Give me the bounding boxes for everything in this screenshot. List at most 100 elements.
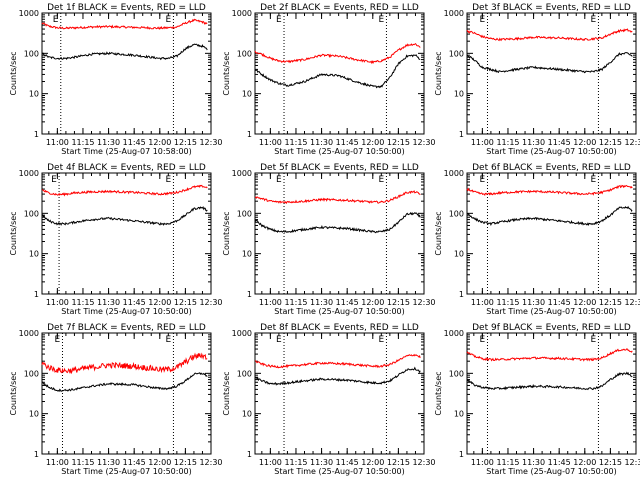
x-axis-label: Start Time (25-Aug-07 10:58:00) <box>61 147 192 156</box>
x-tick-label: 12:00 <box>361 458 384 467</box>
x-tick-label: 12:15 <box>387 298 410 307</box>
event-marker-label: E <box>51 175 57 185</box>
x-tick-label: 11:15 <box>496 458 519 467</box>
y-tick-label: 1 <box>34 290 39 299</box>
event-marker-label: E <box>378 335 384 345</box>
event-marker-label: E <box>53 15 59 25</box>
event-marker-label: E <box>276 175 282 185</box>
x-tick-label: 12:30 <box>199 298 222 307</box>
plot-frame <box>41 172 212 295</box>
x-tick-label: 11:00 <box>46 458 69 467</box>
x-tick-label: 11:30 <box>97 458 120 467</box>
y-tick-label: 100 <box>237 209 252 218</box>
y-axis-label: Counts/sec <box>434 51 443 95</box>
y-tick-label: 1000 <box>444 169 464 178</box>
series-line-events <box>466 371 633 391</box>
chart-panel-4: Det 4f BLACK = Events, RED = LLD 1 10 100 10… <box>9 163 223 316</box>
series-line-events <box>466 205 633 227</box>
x-tick-label: 11:00 <box>259 458 282 467</box>
y-tick-label: 1000 <box>232 9 252 18</box>
y-tick-label: 1000 <box>232 329 252 338</box>
chart-panel-3: Det 3f BLACK = Events, RED = LLD 1 10 100 10… <box>434 3 640 156</box>
x-tick-label: 11:30 <box>522 458 545 467</box>
x-tick-label: 12:30 <box>624 138 640 147</box>
chart-panel-2: Det 2f BLACK = Events, RED = LLD 1 10 100 10… <box>222 3 436 156</box>
x-tick-label: 12:30 <box>624 458 640 467</box>
y-tick-label: 10 <box>242 410 252 419</box>
x-tick-label: 11:15 <box>284 458 307 467</box>
event-marker-label: E <box>165 15 171 25</box>
x-tick-label: 11:45 <box>123 298 146 307</box>
x-tick-label: 11:45 <box>548 458 571 467</box>
x-tick-label: 12:15 <box>174 458 197 467</box>
x-axis-label: Start Time (25-Aug-07 10:50:00) <box>486 147 617 156</box>
x-axis-label: Start Time (25-Aug-07 10:50:00) <box>486 467 617 476</box>
y-tick-label: 10 <box>242 250 252 259</box>
series-line-lld <box>466 28 633 42</box>
chart-title: Det 4f BLACK = Events, RED = LLD <box>47 163 206 173</box>
chart-panel-6: Det 6f BLACK = Events, RED = LLD 1 10 100 10… <box>434 163 640 316</box>
chart-panel-5: Det 5f BLACK = Events, RED = LLD 1 10 100 10… <box>222 163 436 316</box>
series-line-events <box>41 43 208 61</box>
series-line-lld <box>466 348 633 362</box>
x-tick-label: 11:45 <box>548 298 571 307</box>
y-tick-label: 100 <box>24 209 39 218</box>
x-tick-label: 12:30 <box>412 298 435 307</box>
y-axis-label: Counts/sec <box>222 51 231 95</box>
y-tick-label: 100 <box>237 369 252 378</box>
y-tick-label: 1000 <box>444 329 464 338</box>
event-marker-label: E <box>378 175 384 185</box>
x-axis-label: Start Time (25-Aug-07 10:50:00) <box>274 307 405 316</box>
y-tick-label: 10 <box>29 90 39 99</box>
x-tick-label: 11:15 <box>71 138 94 147</box>
event-marker-label: E <box>590 335 596 345</box>
x-tick-label: 11:45 <box>123 458 146 467</box>
y-tick-label: 100 <box>449 369 464 378</box>
y-tick-label: 100 <box>237 49 252 58</box>
y-tick-label: 1 <box>247 130 252 139</box>
chart-panel-1: Det 1f BLACK = Events, RED = LLD 1 10 100 10… <box>9 3 223 156</box>
event-marker-label: E <box>54 335 60 345</box>
chart-title: Det 7f BLACK = Events, RED = LLD <box>47 323 206 333</box>
y-tick-label: 1000 <box>444 9 464 18</box>
x-tick-label: 11:15 <box>496 138 519 147</box>
y-tick-label: 1 <box>459 290 464 299</box>
event-marker-label: E <box>590 15 596 25</box>
x-tick-label: 12:00 <box>148 298 171 307</box>
chart-title: Det 8f BLACK = Events, RED = LLD <box>260 323 419 333</box>
x-tick-label: 11:15 <box>496 298 519 307</box>
y-axis-label: Counts/sec <box>9 371 18 415</box>
x-tick-label: 11:30 <box>310 298 333 307</box>
x-tick-label: 12:00 <box>148 458 171 467</box>
x-tick-label: 11:00 <box>471 298 494 307</box>
y-tick-label: 10 <box>242 90 252 99</box>
x-tick-label: 11:00 <box>259 138 282 147</box>
series-line-lld <box>254 43 421 65</box>
y-axis-label: Counts/sec <box>434 211 443 255</box>
chart-title: Det 3f BLACK = Events, RED = LLD <box>472 3 631 13</box>
plot-frame <box>254 172 425 295</box>
event-marker-label: E <box>479 15 485 25</box>
y-tick-label: 10 <box>29 410 39 419</box>
x-axis-label: Start Time (25-Aug-07 10:50:00) <box>486 307 617 316</box>
chart-title: Det 5f BLACK = Events, RED = LLD <box>260 163 419 173</box>
x-tick-label: 12:15 <box>174 298 197 307</box>
event-marker-label: E <box>276 15 282 25</box>
chart-panel-9: Det 9f BLACK = Events, RED = LLD 1 10 100 10… <box>434 323 640 476</box>
event-marker-label: E <box>165 335 171 345</box>
x-tick-label: 12:30 <box>412 458 435 467</box>
y-tick-label: 100 <box>449 49 464 58</box>
y-axis-label: Counts/sec <box>9 211 18 255</box>
x-tick-label: 12:00 <box>573 298 596 307</box>
x-tick-label: 12:00 <box>361 298 384 307</box>
x-tick-label: 11:45 <box>336 458 359 467</box>
x-tick-label: 11:30 <box>310 458 333 467</box>
x-tick-label: 11:00 <box>471 458 494 467</box>
x-tick-label: 12:15 <box>599 138 622 147</box>
x-tick-label: 11:30 <box>310 138 333 147</box>
y-tick-label: 10 <box>454 250 464 259</box>
y-axis-label: Counts/sec <box>434 371 443 415</box>
y-tick-label: 1000 <box>19 9 39 18</box>
x-tick-label: 11:15 <box>71 298 94 307</box>
